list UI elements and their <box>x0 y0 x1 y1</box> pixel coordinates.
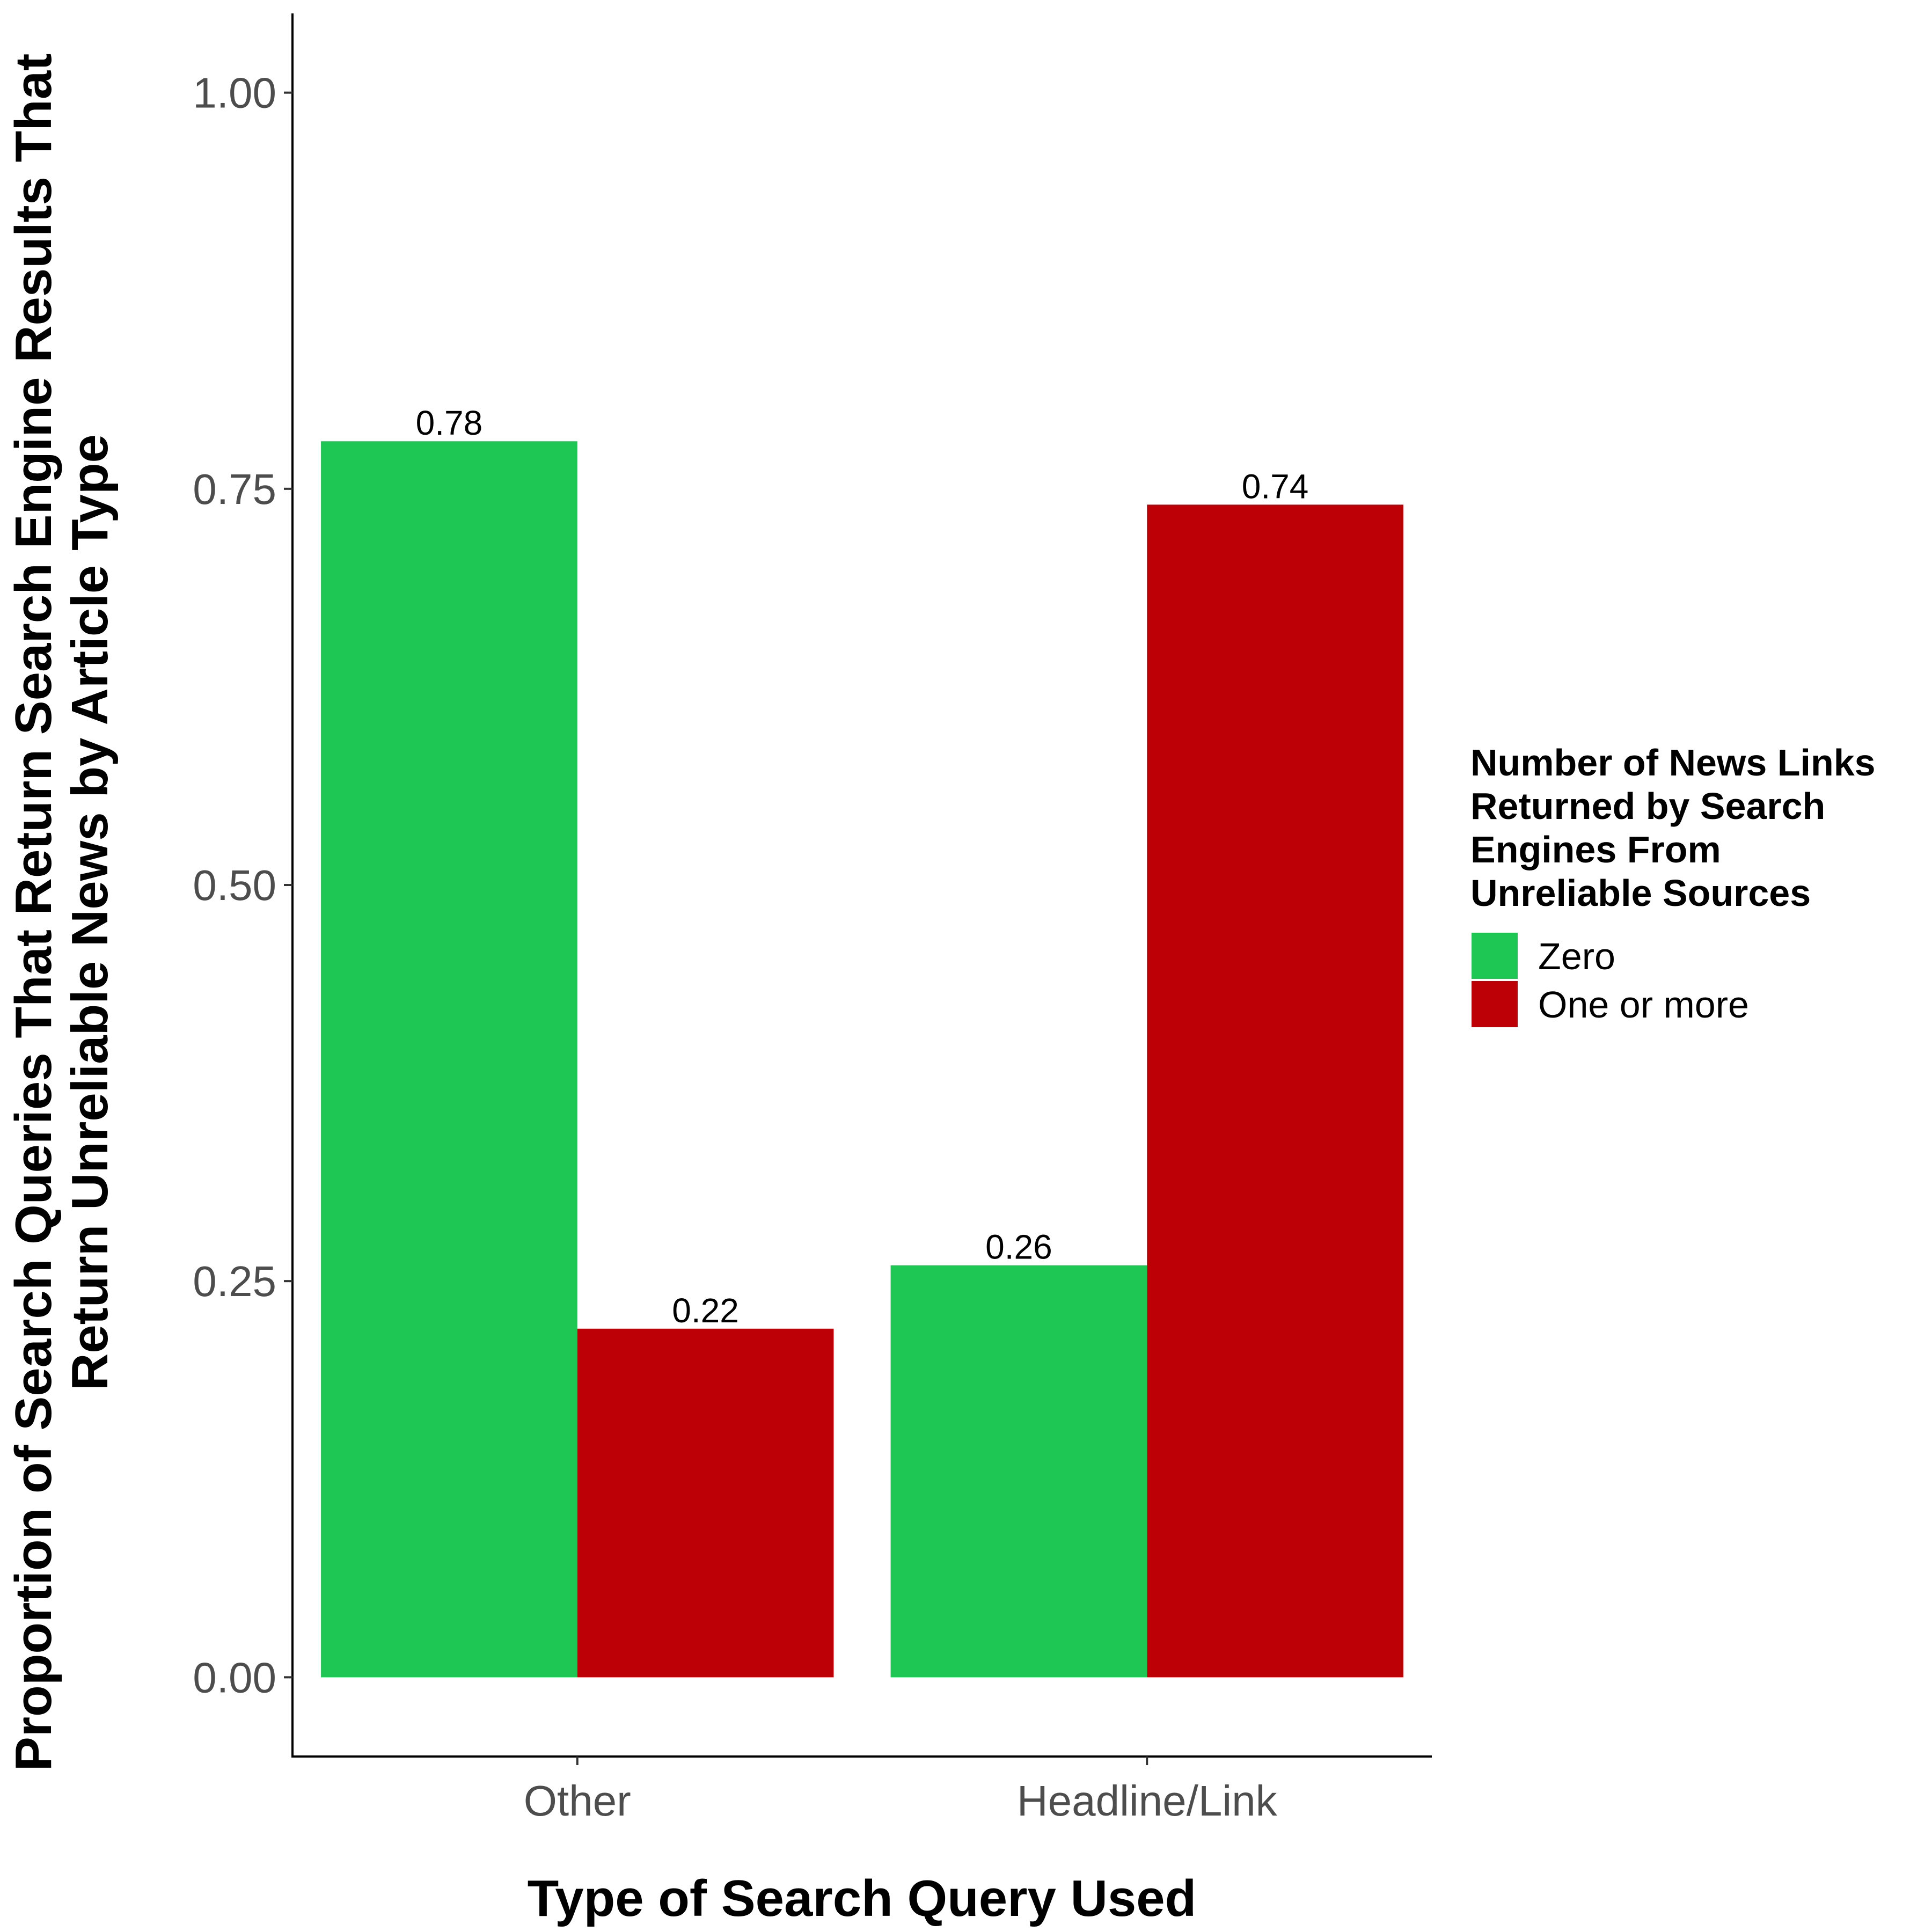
y-axis-title-line-1: Proportion of Search Queries That Return… <box>5 54 62 1772</box>
legend-title-line-3: Engines From <box>1470 829 1721 870</box>
data-label: 0.74 <box>1242 467 1309 506</box>
data-label: 0.78 <box>416 404 483 442</box>
legend: Number of News Links Returned by Search … <box>1470 742 1876 1027</box>
x-axis-title: Type of Search Query Used <box>528 1870 1197 1927</box>
y-axis-title: Proportion of Search Queries That Return… <box>5 54 119 1772</box>
legend-label-zero: Zero <box>1538 935 1615 977</box>
bars: 0.78 0.22 0.26 0.74 <box>321 404 1403 1678</box>
y-tick-label: 1.00 <box>193 69 276 117</box>
legend-title-line-1: Number of News Links <box>1470 742 1876 784</box>
bar-headline-link-zero <box>890 1265 1147 1678</box>
data-label: 0.26 <box>985 1228 1052 1267</box>
y-tick-label: 0.25 <box>193 1257 276 1305</box>
data-label: 0.22 <box>672 1291 739 1330</box>
y-axis-ticks: 0.00 0.25 0.50 0.75 1.00 <box>193 69 292 1701</box>
bar-other-one-or-more <box>577 1328 834 1678</box>
legend-title-line-2: Returned by Search <box>1470 785 1825 827</box>
x-tick-label: Other <box>524 1777 631 1825</box>
x-tick-label: Headline/Link <box>1017 1777 1278 1825</box>
legend-title-line-4: Unreliable Sources <box>1470 872 1811 914</box>
y-tick-label: 0.50 <box>193 861 276 909</box>
legend-swatch-zero <box>1472 933 1518 979</box>
x-axis-ticks: Other Headline/Link <box>524 1757 1278 1825</box>
bar-other-zero <box>321 441 577 1678</box>
legend-label-one-or-more: One or more <box>1538 984 1749 1026</box>
y-axis-title-line-2: Return Unreliable News by Article Type <box>61 434 119 1391</box>
legend-swatch-one-or-more <box>1472 981 1518 1027</box>
bar-headline-link-one-or-more <box>1147 504 1403 1678</box>
y-tick-label: 0.75 <box>193 465 276 513</box>
y-tick-label: 0.00 <box>193 1653 276 1701</box>
